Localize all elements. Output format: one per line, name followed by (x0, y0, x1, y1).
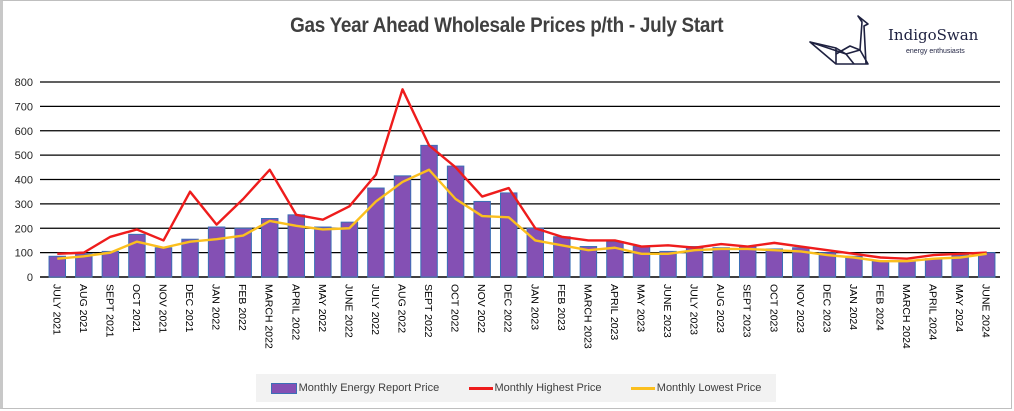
bar (977, 252, 996, 278)
x-tick-label: NOV 2022 (475, 284, 487, 333)
bar (499, 192, 518, 278)
x-tick-label: JAN 2024 (847, 284, 859, 330)
x-tick-label: JULY 2023 (688, 284, 700, 335)
x-tick-label: MARCH 2022 (263, 284, 275, 349)
legend-item-report-price: Monthly Energy Report Price (270, 382, 440, 394)
bar (260, 218, 279, 278)
bar (128, 233, 146, 278)
bar (420, 144, 438, 278)
bar (340, 221, 359, 278)
x-tick-label: MAY 2023 (635, 284, 647, 332)
bar (579, 246, 598, 278)
bar (48, 255, 67, 278)
x-tick-label: AUG 2023 (714, 284, 726, 333)
x-tick-label: AUG 2022 (396, 284, 408, 333)
x-tick-label: JULY 2022 (369, 284, 381, 335)
x-tick-label: FEB 2023 (555, 284, 567, 331)
bar (367, 187, 385, 278)
legend-swatch-bar (270, 382, 297, 394)
bar (818, 252, 837, 278)
legend-label: Monthly Highest Price (494, 382, 602, 394)
bar (473, 200, 491, 278)
x-tick-label: NOV 2021 (157, 284, 169, 333)
bar (924, 258, 943, 278)
bar (75, 253, 93, 278)
x-tick-label: JULY 2021 (50, 284, 62, 335)
bar (712, 247, 730, 278)
indigoswan-logo: IndigoSwan energy enthusiasts (806, 14, 1006, 70)
x-tick-label: DEC 2021 (183, 284, 195, 333)
bar (685, 246, 704, 278)
bar (234, 227, 252, 278)
bar (898, 260, 916, 278)
bar (553, 236, 571, 278)
bar (101, 250, 120, 278)
logo-tagline: energy enthusiasts (906, 48, 965, 55)
highest-price-line (57, 88, 987, 260)
x-tick-label: FEB 2022 (236, 284, 248, 331)
x-tick-label: APRIL 2024 (927, 284, 939, 340)
bar (181, 238, 199, 278)
y-tick-label: 600 (15, 126, 33, 138)
x-tick-label: MARCH 2023 (581, 284, 593, 349)
bar (393, 175, 412, 278)
y-tick-label: 0 (27, 272, 33, 284)
chart-plot: 0 100 200 300 400 500 600 700 800 JULY 2021 AUG 2… (15, 77, 1000, 349)
bar (446, 165, 465, 278)
x-tick-label: OCT 2022 (449, 284, 461, 332)
x-tick-label: MAY 2024 (953, 284, 965, 332)
bar (951, 254, 969, 278)
x-tick-label: NOV 2023 (794, 284, 806, 333)
swan-icon (809, 15, 869, 65)
chart-legend: Monthly Energy Report Price Monthly High… (256, 374, 776, 402)
y-tick-label: 100 (15, 248, 33, 260)
legend-item-lowest-price: Monthly Lowest Price (630, 382, 762, 394)
bar (738, 246, 757, 278)
x-tick-label: JAN 2023 (528, 284, 540, 330)
x-tick-label: AUG 2021 (77, 284, 89, 333)
bar (207, 226, 226, 278)
bar (314, 226, 332, 278)
bar (154, 247, 173, 278)
y-tick-label: 400 (15, 175, 33, 187)
chart-title-text: Gas Year Ahead Wholesale Prices p/th - J… (290, 14, 724, 37)
y-tick-label: 200 (15, 223, 33, 235)
chart-title: Gas Year Ahead Wholesale Prices p/th - J… (0, 14, 1014, 38)
bar (765, 248, 784, 278)
bar (845, 255, 863, 278)
legend-item-highest-price: Monthly Highest Price (468, 382, 602, 394)
lowest-price-line (57, 168, 987, 263)
y-tick-label: 300 (15, 199, 33, 211)
legend-label: Monthly Lowest Price (656, 382, 762, 394)
x-tick-label: MAY 2022 (316, 284, 328, 332)
x-tick-label: OCT 2023 (767, 284, 779, 332)
logo-name: IndigoSwan (888, 26, 979, 44)
x-tick-label: SEPT 2022 (422, 284, 434, 338)
x-tick-label: JUNE 2023 (661, 284, 673, 338)
legend-label: Monthly Energy Report Price (298, 382, 440, 394)
x-tick-label: JUNE 2024 (980, 284, 992, 338)
x-tick-label: SEPT 2023 (741, 284, 753, 338)
x-tick-label: DEC 2023 (820, 284, 832, 333)
x-tick-label: JAN 2022 (210, 284, 222, 330)
legend-swatch-yellow-line (630, 386, 655, 390)
bar (792, 247, 810, 278)
x-tick-label: FEB 2024 (874, 284, 886, 331)
bar (871, 260, 890, 278)
x-tick-label: APRIL 2023 (608, 284, 620, 340)
x-tick-label: DEC 2022 (502, 284, 514, 333)
y-tick-label: 800 (15, 77, 33, 89)
bar (632, 246, 651, 278)
legend-swatch-red-line (468, 386, 493, 390)
x-tick-label: APRIL 2022 (289, 284, 301, 340)
x-tick-label: JUNE 2022 (342, 284, 354, 338)
y-tick-label: 500 (15, 150, 33, 162)
x-tick-label: OCT 2021 (130, 284, 142, 332)
x-tick-label: SEPT 2021 (103, 284, 115, 338)
x-tick-label: MARCH 2024 (900, 284, 912, 349)
bar (659, 250, 677, 278)
y-tick-label: 700 (15, 101, 33, 113)
